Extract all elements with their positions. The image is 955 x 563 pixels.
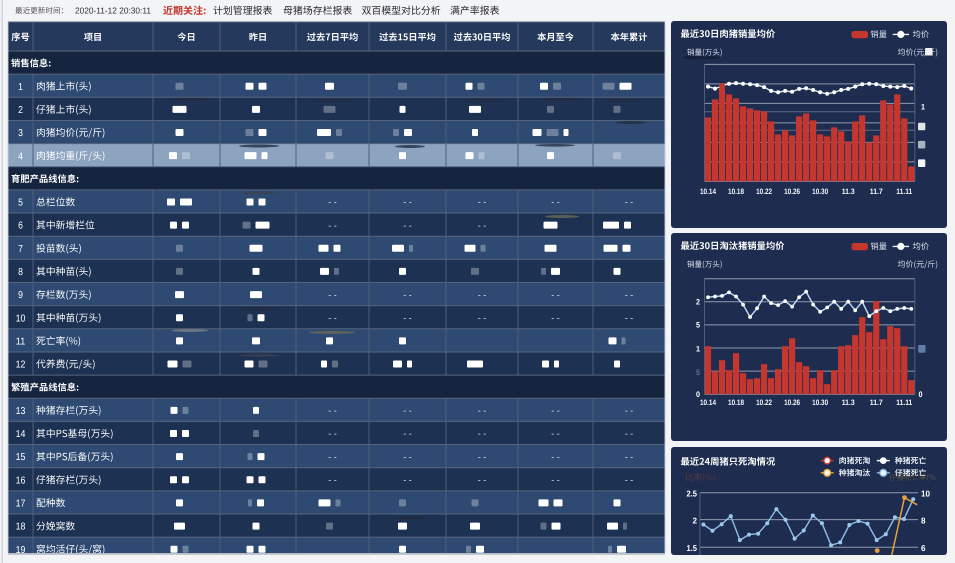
svg-text:- -: - - — [328, 452, 337, 462]
svg-text:6: 6 — [921, 543, 926, 553]
svg-text:8: 8 — [18, 267, 23, 278]
svg-text:11.7: 11.7 — [870, 187, 883, 196]
svg-text:- -: - - — [551, 406, 560, 416]
svg-text:1: 1 — [921, 102, 925, 111]
svg-text:- -: - - — [625, 313, 634, 323]
svg-text:8: 8 — [921, 515, 926, 525]
svg-text:- -: - - — [551, 290, 560, 300]
svg-text:- -: - - — [478, 452, 487, 462]
svg-text:9: 9 — [18, 290, 23, 301]
svg-text:- -: - - — [478, 429, 487, 439]
svg-text:1.5: 1.5 — [687, 543, 698, 553]
svg-text:0: 0 — [696, 390, 700, 399]
svg-text:- -: - - — [551, 313, 560, 323]
svg-text:- -: - - — [403, 452, 412, 462]
svg-text:- -: - - — [403, 197, 412, 207]
svg-text:1: 1 — [18, 82, 23, 93]
svg-text:10.30: 10.30 — [812, 187, 829, 196]
svg-text:- -: - - — [403, 429, 412, 439]
svg-text:- -: - - — [478, 406, 487, 416]
svg-text:2: 2 — [18, 105, 23, 116]
svg-text:- -: - - — [403, 290, 412, 300]
svg-text:11.3: 11.3 — [842, 398, 856, 407]
svg-text:- -: - - — [328, 429, 337, 439]
svg-text:19: 19 — [16, 545, 26, 556]
svg-text:10.26: 10.26 — [784, 398, 801, 407]
svg-text:- -: - - — [328, 313, 337, 323]
svg-text:17: 17 — [16, 499, 26, 510]
svg-text:- -: - - — [478, 197, 487, 207]
svg-text:11.7: 11.7 — [870, 398, 883, 407]
svg-text:13: 13 — [16, 406, 26, 417]
svg-text:- -: - - — [478, 220, 487, 230]
svg-text:- -: - - — [478, 290, 487, 300]
svg-text:- -: - - — [625, 406, 634, 416]
svg-text:2: 2 — [693, 515, 698, 525]
svg-text:12: 12 — [16, 360, 26, 371]
svg-text:- -: - - — [625, 197, 634, 207]
svg-text:- -: - - — [625, 290, 634, 300]
svg-text:- -: - - — [328, 220, 337, 230]
svg-text:- -: - - — [328, 197, 337, 207]
svg-text:- -: - - — [328, 475, 337, 485]
svg-text:- -: - - — [478, 313, 487, 323]
svg-text:10.14: 10.14 — [700, 187, 717, 196]
svg-text:2: 2 — [696, 298, 700, 307]
svg-text:- -: - - — [328, 406, 337, 416]
svg-text:10.22: 10.22 — [756, 398, 773, 407]
svg-text:- -: - - — [328, 290, 337, 300]
svg-text:6: 6 — [18, 221, 23, 232]
svg-text:10: 10 — [921, 489, 930, 499]
svg-text:- -: - - — [403, 220, 412, 230]
svg-text:10.26: 10.26 — [784, 187, 801, 196]
svg-text:5: 5 — [18, 198, 23, 209]
svg-text:11.3: 11.3 — [842, 187, 856, 196]
svg-text:- -: - - — [551, 197, 560, 207]
svg-text:10.14: 10.14 — [700, 398, 717, 407]
svg-text:5: 5 — [696, 321, 700, 330]
svg-text:7: 7 — [18, 244, 23, 255]
svg-text:11: 11 — [16, 336, 26, 347]
svg-text:5: 5 — [696, 368, 700, 377]
svg-text:15: 15 — [16, 452, 26, 463]
svg-text:2.5: 2.5 — [687, 489, 698, 499]
svg-text:- -: - - — [625, 429, 634, 439]
svg-text:- -: - - — [403, 475, 412, 485]
svg-text:10.22: 10.22 — [756, 187, 773, 196]
svg-text:11.11: 11.11 — [896, 187, 913, 196]
svg-text:0: 0 — [919, 390, 923, 399]
svg-text:10.18: 10.18 — [728, 187, 745, 196]
svg-text:- -: - - — [551, 475, 560, 485]
svg-text:- -: - - — [625, 452, 634, 462]
svg-text:4: 4 — [18, 151, 23, 162]
svg-text:16: 16 — [16, 475, 26, 486]
svg-text:- -: - - — [625, 475, 634, 485]
svg-text:- -: - - — [551, 452, 560, 462]
svg-text:10: 10 — [16, 313, 26, 324]
svg-text:2020-11-12 20:30:11: 2020-11-12 20:30:11 — [75, 6, 151, 16]
svg-text:- -: - - — [403, 313, 412, 323]
svg-text:1: 1 — [696, 344, 700, 353]
svg-text:3: 3 — [18, 128, 23, 139]
svg-text:10.30: 10.30 — [812, 398, 829, 407]
svg-text:- -: - - — [551, 429, 560, 439]
svg-text:- -: - - — [478, 475, 487, 485]
svg-text:- -: - - — [403, 406, 412, 416]
svg-text:11.11: 11.11 — [896, 398, 913, 407]
svg-text:14: 14 — [16, 429, 26, 440]
svg-text:18: 18 — [16, 522, 26, 533]
svg-text:10.18: 10.18 — [728, 398, 745, 407]
